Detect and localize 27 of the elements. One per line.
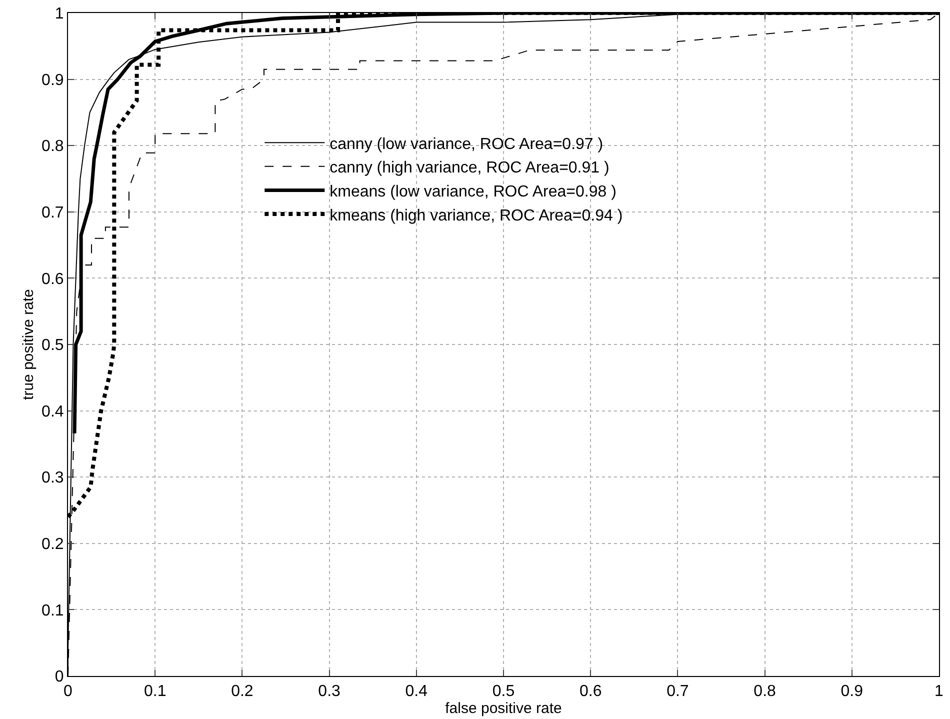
y-tick-label: 0.8 (42, 138, 64, 156)
y-axis-title: true positive rate (20, 289, 37, 400)
legend-label: kmeans (low variance, ROC Area=0.98 ) (330, 183, 616, 200)
legend-label: canny (low variance, ROC Area=0.97 ) (330, 136, 604, 153)
x-tick-label: 0.5 (492, 683, 515, 700)
legend-label: canny (high variance, ROC Area=0.91 ) (330, 160, 610, 177)
y-tick-label: 0.5 (42, 337, 64, 354)
x-tick-label: 0.4 (405, 683, 428, 700)
x-tick-label: 0.7 (666, 683, 689, 700)
legend-label: kmeans (high variance, ROC Area=0.94 ) (330, 207, 623, 224)
y-tick-label: 0 (54, 668, 64, 686)
x-tick-label: 0.1 (144, 683, 166, 700)
y-tick-label: 1 (54, 6, 64, 23)
x-tick-label: 0.8 (754, 683, 776, 700)
x-axis-title: false positive rate (445, 700, 562, 718)
y-tick-label: 0.4 (42, 403, 64, 420)
y-tick-label: 0.7 (42, 204, 64, 222)
y-tick-label: 0.1 (42, 602, 64, 620)
x-tick-label: 0.2 (231, 683, 254, 700)
y-tick-label: 0.3 (42, 470, 64, 487)
x-tick-label: 0.3 (318, 683, 341, 700)
y-tick-label: 0.2 (42, 536, 64, 553)
y-tick-label: 0.6 (42, 270, 64, 288)
x-tick-label: 0.6 (579, 683, 602, 700)
x-tick-label: 1 (934, 683, 944, 700)
y-tick-label: 0.9 (42, 72, 64, 89)
x-tick-label: 0.9 (840, 683, 864, 700)
